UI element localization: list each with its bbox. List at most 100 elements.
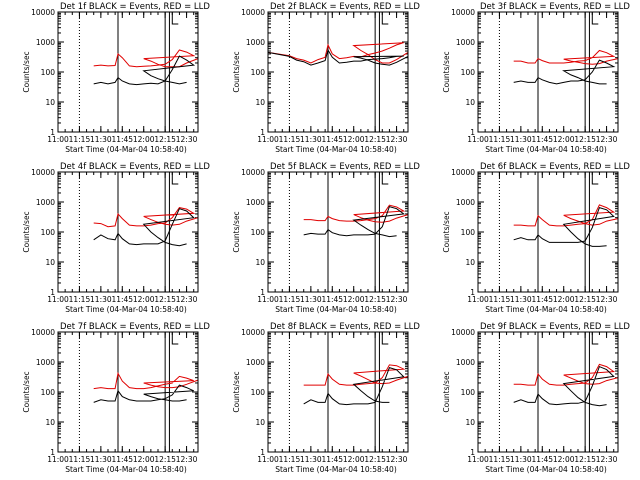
x-axis-label: Start Time (04-Mar-04 10:58:40) (275, 305, 397, 314)
x-axis-label: Start Time (04-Mar-04 10:58:40) (485, 305, 607, 314)
x-tick-label: 12:30 (596, 295, 618, 304)
panel-det-2: Det 2f BLACK = Events, RED = LLD 1 10 100 10… (232, 2, 420, 154)
y-tick-label: 1000 (246, 198, 265, 207)
x-tick-label: 12:15 (574, 455, 596, 464)
y-tick-label: 10 (465, 418, 475, 427)
x-tick-label: 12:15 (364, 295, 386, 304)
x-tick-label: 12:30 (386, 455, 408, 464)
y-axis-label: Counts/sec (22, 371, 31, 412)
x-axis-label: Start Time (04-Mar-04 10:58:40) (65, 145, 187, 154)
series-line-events (513, 206, 615, 247)
y-tick-label: 10000 (31, 168, 55, 177)
x-tick-label: 11:30 (90, 135, 112, 144)
x-tick-label: 11:30 (510, 135, 532, 144)
y-tick-label: 1 (260, 288, 265, 297)
x-tick-label: 11:00 (257, 455, 279, 464)
x-tick-label: 11:30 (510, 295, 532, 304)
y-tick-label: 1000 (456, 38, 475, 47)
y-tick-label: 100 (41, 228, 56, 237)
panel-title: Det 1f BLACK = Events, RED = LLD (60, 2, 210, 12)
y-tick-label: 10 (255, 98, 265, 107)
y-axis-label: Counts/sec (442, 51, 451, 92)
x-tick-label: 12:30 (176, 455, 198, 464)
x-tick-label: 12:15 (154, 455, 176, 464)
x-tick-label: 12:15 (364, 135, 386, 144)
x-axis-label: Start Time (04-Mar-04 10:58:40) (485, 145, 607, 154)
x-tick-label: 12:00 (343, 295, 365, 304)
series-line-lld (93, 49, 199, 68)
x-axis-label: Start Time (04-Mar-04 10:58:40) (485, 465, 607, 474)
y-tick-label: 10 (465, 98, 475, 107)
panel-det-6: Det 6f BLACK = Events, RED = LLD 1 10 100 10… (442, 162, 630, 314)
x-tick-label: 11:15 (489, 295, 511, 304)
panel-det-8: Det 8f BLACK = Events, RED = LLD 1 10 100 10… (232, 322, 420, 474)
x-tick-label: 12:00 (553, 295, 575, 304)
x-tick-label: 11:45 (531, 295, 553, 304)
y-axis-label: Counts/sec (232, 371, 241, 412)
series-line-lld (93, 371, 199, 390)
y-tick-label: 10000 (451, 8, 475, 17)
x-tick-label: 12:00 (133, 135, 155, 144)
y-tick-label: 100 (41, 388, 56, 397)
y-tick-label: 100 (461, 228, 476, 237)
x-tick-label: 11:15 (279, 455, 301, 464)
y-tick-label: 1000 (246, 358, 265, 367)
x-tick-label: 11:15 (279, 135, 301, 144)
y-tick-label: 100 (461, 68, 476, 77)
y-tick-label: 1000 (456, 198, 475, 207)
y-tick-label: 10000 (241, 168, 265, 177)
y-tick-label: 10 (255, 258, 265, 267)
x-tick-label: 12:15 (154, 295, 176, 304)
x-tick-label: 11:30 (300, 295, 322, 304)
x-tick-label: 12:15 (574, 135, 596, 144)
y-tick-label: 10000 (241, 328, 265, 337)
y-tick-label: 1000 (456, 358, 475, 367)
x-tick-label: 12:30 (386, 135, 408, 144)
y-tick-label: 1000 (36, 198, 55, 207)
x-tick-label: 11:00 (467, 295, 489, 304)
x-tick-label: 11:45 (111, 135, 133, 144)
panel-title: Det 2f BLACK = Events, RED = LLD (270, 2, 420, 12)
x-tick-label: 11:15 (69, 135, 91, 144)
series-line-events (93, 55, 196, 86)
panel-det-7: Det 7f BLACK = Events, RED = LLD 1 10 100 10… (22, 322, 210, 474)
y-tick-label: 1000 (36, 358, 55, 367)
series-line-lld (513, 49, 619, 65)
x-tick-label: 12:00 (553, 135, 575, 144)
y-tick-label: 100 (251, 68, 266, 77)
y-tick-label: 1 (470, 448, 475, 457)
x-tick-label: 12:00 (133, 455, 155, 464)
plot-frame (267, 11, 409, 133)
y-tick-label: 10 (45, 98, 55, 107)
y-axis-label: Counts/sec (442, 371, 451, 412)
series-line-events (93, 208, 195, 247)
y-tick-label: 1 (470, 288, 475, 297)
x-axis-label: Start Time (04-Mar-04 10:58:40) (65, 305, 187, 314)
plot-frame (267, 331, 409, 453)
x-tick-label: 12:30 (596, 455, 618, 464)
y-tick-label: 100 (41, 68, 56, 77)
y-tick-label: 10 (255, 418, 265, 427)
flag-marker (381, 172, 389, 185)
x-tick-label: 11:45 (321, 295, 343, 304)
panel-title: Det 6f BLACK = Events, RED = LLD (480, 162, 630, 172)
x-tick-label: 12:15 (154, 135, 176, 144)
x-tick-label: 11:00 (47, 295, 69, 304)
panel-title: Det 8f BLACK = Events, RED = LLD (270, 322, 420, 332)
flag-marker (171, 172, 179, 185)
y-tick-label: 1 (260, 128, 265, 137)
x-tick-label: 12:00 (343, 135, 365, 144)
y-tick-label: 10000 (451, 168, 475, 177)
flag-marker (171, 12, 179, 25)
panel-title: Det 9f BLACK = Events, RED = LLD (480, 322, 630, 332)
series-line-events (93, 384, 194, 403)
y-axis-label: Counts/sec (22, 51, 31, 92)
y-tick-label: 1 (470, 128, 475, 137)
y-tick-label: 1000 (246, 38, 265, 47)
flag-marker (591, 12, 599, 25)
x-axis-label: Start Time (04-Mar-04 10:58:40) (275, 145, 397, 154)
x-tick-label: 11:00 (467, 135, 489, 144)
series-line-events (267, 48, 409, 66)
x-tick-label: 12:30 (386, 295, 408, 304)
